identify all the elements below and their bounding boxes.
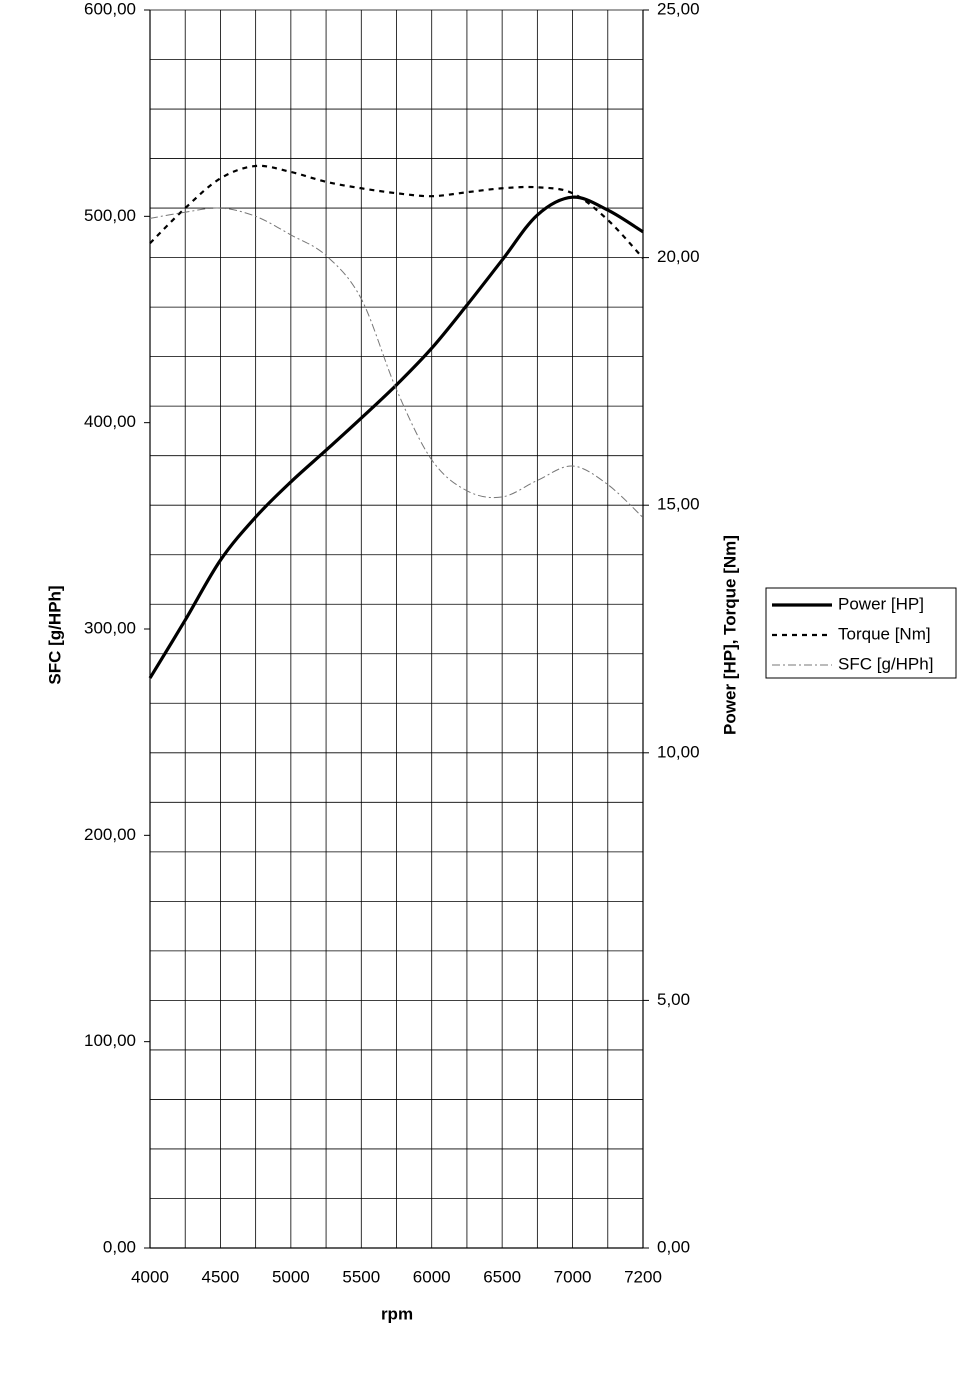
series-line: [149, 207, 644, 518]
y2-tick-label: 25,00: [657, 0, 700, 18]
y2-tick-label: 0,00: [657, 1237, 690, 1256]
x-tick-label: 4500: [202, 1267, 240, 1286]
y-tick-label: 600,00: [84, 0, 136, 18]
y2-tick-label: 15,00: [657, 495, 700, 514]
y-tick-label: 200,00: [84, 825, 136, 844]
x-axis-label: rpm: [381, 1304, 413, 1323]
legend-label: Power [HP]: [838, 594, 924, 613]
legend-label: SFC [g/HPh]: [838, 654, 933, 673]
x-tick-label: 7000: [554, 1267, 592, 1286]
x-tick-label: 4000: [131, 1267, 169, 1286]
y2-tick-label: 5,00: [657, 990, 690, 1009]
x-tick-label: 6000: [413, 1267, 451, 1286]
y-axis-label: SFC [g/HPh]: [45, 585, 64, 684]
x-tick-label: 7200: [624, 1267, 662, 1286]
x-tick-label: 5500: [342, 1267, 380, 1286]
y-tick-label: 100,00: [84, 1031, 136, 1050]
y-tick-label: 500,00: [84, 206, 136, 225]
series-line: [149, 164, 644, 259]
y-tick-label: 0,00: [103, 1237, 136, 1256]
series-line: [148, 195, 644, 679]
legend-label: Torque [Nm]: [838, 624, 931, 643]
x-tick-label: 5000: [272, 1267, 310, 1286]
x-tick-label: 6500: [483, 1267, 521, 1286]
y2-tick-label: 20,00: [657, 247, 700, 266]
y-tick-label: 400,00: [84, 412, 136, 431]
y2-axis-label: Power [HP], Torque [Nm]: [720, 535, 739, 735]
y2-tick-label: 10,00: [657, 742, 700, 761]
legend-box: [765, 587, 957, 679]
y-tick-label: 300,00: [84, 618, 136, 637]
